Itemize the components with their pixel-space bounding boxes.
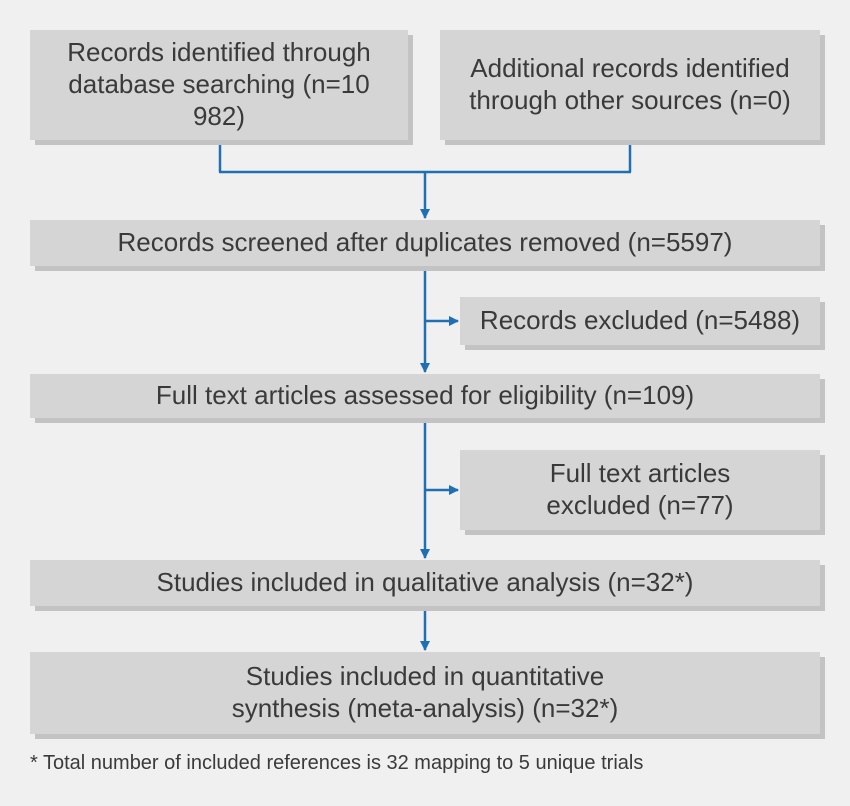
- box-records-screened: Records screened after duplicates remove…: [30, 220, 820, 266]
- box-fulltext-excluded-text: Full text articles excluded (n=77): [546, 458, 734, 520]
- box-records-screened-text: Records screened after duplicates remove…: [117, 227, 733, 258]
- box-fulltext-excluded: Full text articles excluded (n=77): [460, 450, 820, 530]
- box-additional-records-text: Additional records identified through ot…: [469, 53, 791, 115]
- box-records-identified-database: Records identified through database sear…: [30, 30, 408, 140]
- box-fulltext-assessed-text: Full text articles assessed for eligibil…: [155, 380, 695, 411]
- box-fulltext-assessed: Full text articles assessed for eligibil…: [30, 374, 820, 418]
- box-records-excluded-text: Records excluded (n=5488): [479, 305, 801, 336]
- box-additional-records: Additional records identified through ot…: [440, 30, 820, 140]
- box-records-excluded: Records excluded (n=5488): [460, 297, 820, 345]
- box-qualitative-analysis: Studies included in qualitative analysis…: [30, 560, 820, 606]
- footnote: * Total number of included references is…: [30, 752, 644, 774]
- box-records-identified-database-text: Records identified through database sear…: [67, 37, 371, 131]
- box-quantitative-synthesis-text: Studies included in quantitative synthes…: [231, 661, 619, 723]
- box-qualitative-analysis-text: Studies included in qualitative analysis…: [156, 567, 694, 598]
- box-quantitative-synthesis: Studies included in quantitative synthes…: [30, 652, 820, 734]
